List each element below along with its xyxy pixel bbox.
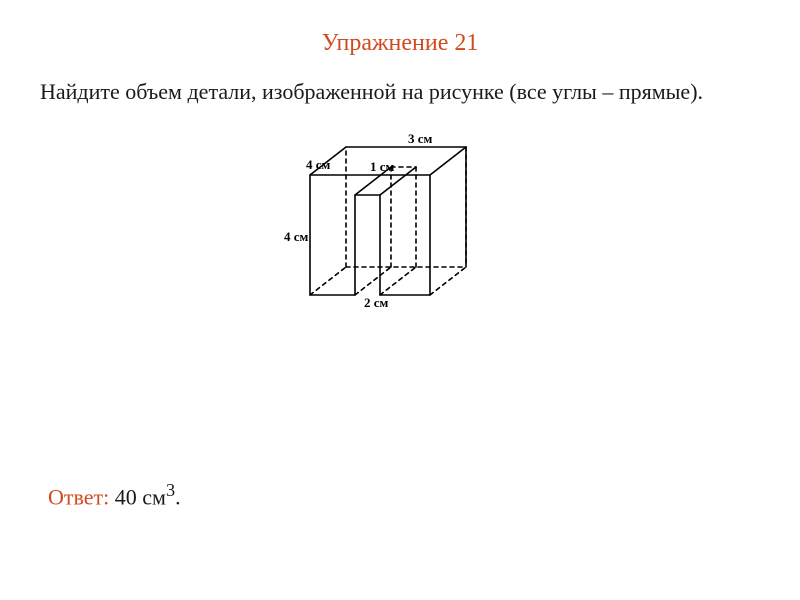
svg-text:2 см: 2 см bbox=[364, 295, 389, 310]
svg-text:3 см: 3 см bbox=[408, 131, 433, 146]
title-text: Упражнение 21 bbox=[322, 30, 479, 56]
answer-label: Ответ: bbox=[48, 484, 109, 509]
svg-text:1 см: 1 см bbox=[370, 159, 395, 174]
diagram-container: 3 см 1 см 4 см 4 см 2 см bbox=[0, 125, 800, 335]
answer-value: 40 см bbox=[109, 484, 166, 509]
answer-tail: . bbox=[175, 484, 181, 509]
answer-sup: 3 bbox=[166, 480, 175, 500]
problem-text: Найдите объем детали, изображенной на ри… bbox=[40, 79, 703, 104]
svg-text:4 см: 4 см bbox=[306, 157, 331, 172]
answer-line: Ответ: 40 см3. bbox=[48, 480, 181, 510]
problem-statement: Найдите объем детали, изображенной на ри… bbox=[0, 57, 800, 107]
geometry-diagram: 3 см 1 см 4 см 4 см 2 см bbox=[250, 125, 550, 335]
exercise-title: Упражнение 21 bbox=[0, 0, 800, 57]
svg-text:4 см: 4 см bbox=[284, 229, 309, 244]
